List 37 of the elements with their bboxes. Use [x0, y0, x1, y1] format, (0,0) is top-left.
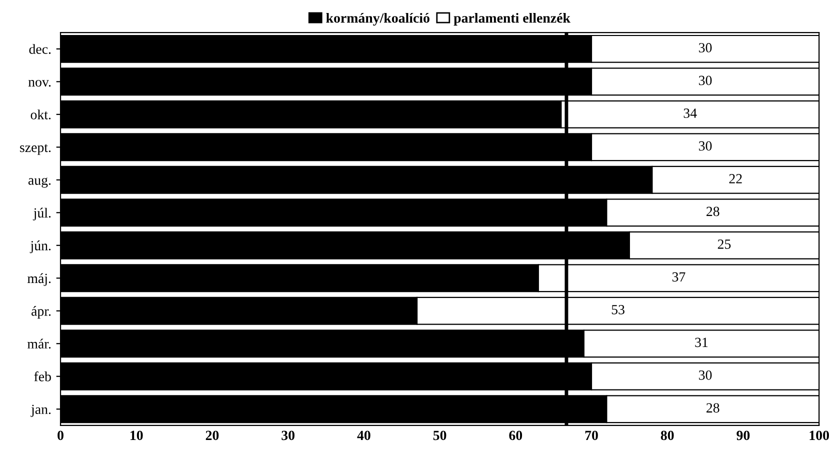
x-tick-label: 30	[282, 430, 294, 440]
data-label: 22	[729, 174, 742, 184]
data-label: 30	[698, 370, 712, 380]
y-tick-label: nov.	[28, 80, 51, 87]
data-label: 28	[706, 206, 720, 216]
data-label: 53	[612, 305, 624, 314]
x-tick-label: 50	[433, 430, 446, 440]
data-label: 30	[698, 141, 712, 151]
data-label: 30	[698, 43, 712, 52]
x-tick-label: 10	[130, 430, 143, 440]
y-tick-label: dec.	[29, 44, 51, 54]
x-tick-label: 90	[736, 430, 750, 440]
x-tick-label: 60	[509, 430, 522, 440]
x-tick-label: 80	[660, 430, 674, 440]
y-tick-label: ápr.	[32, 306, 51, 319]
x-tick-label: 100	[810, 430, 829, 440]
data-label: 31	[695, 338, 708, 348]
y-tick-label: okt.	[30, 110, 51, 120]
x-tick-label: 70	[585, 430, 598, 440]
x-tick-label: 40	[357, 430, 370, 440]
legend-label: parlamenti ellenzék	[454, 12, 570, 26]
y-tick-label: máj.	[27, 273, 51, 286]
y-tick-label: feb	[34, 371, 51, 382]
y-tick-label: jún.	[30, 240, 51, 254]
data-label: 25	[718, 240, 731, 249]
data-label: 37	[672, 272, 686, 282]
y-tick-label: jan.	[30, 404, 51, 417]
y-tick-label: szept.	[20, 144, 51, 155]
y-tick-label: már.	[27, 338, 51, 349]
x-tick-label: 20	[206, 430, 219, 440]
data-label: 34	[684, 108, 697, 118]
legend-label: kormány/koalíció	[326, 12, 430, 26]
x-tick-label: 0	[58, 430, 64, 440]
data-label: 28	[706, 403, 720, 413]
y-tick-label: júl.	[32, 208, 51, 220]
y-tick-label: aug.	[28, 178, 51, 188]
data-label: 30	[698, 76, 712, 86]
